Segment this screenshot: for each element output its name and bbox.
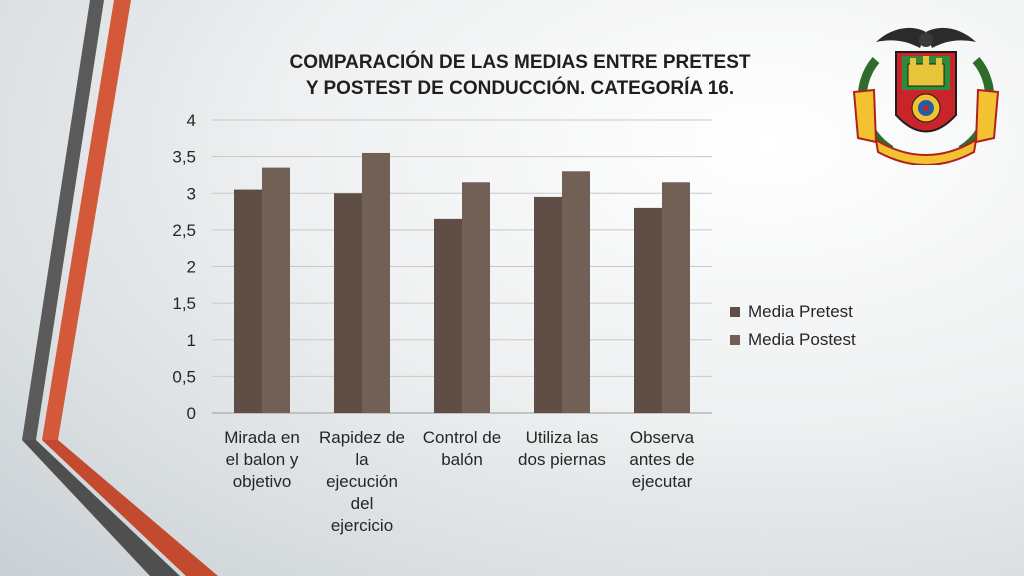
y-tick-label: 4	[187, 111, 196, 130]
chart-title: COMPARACIÓN DE LAS MEDIAS ENTRE PRETEST …	[200, 50, 840, 102]
orange-stripe-upper	[42, 0, 131, 440]
x-category-label-line: ejecución	[326, 472, 398, 491]
x-category-label-line: la	[355, 450, 369, 469]
y-tick-label: 1,5	[172, 294, 196, 313]
y-tick-label: 3,5	[172, 148, 196, 167]
x-category-label-line: ejecutar	[631, 472, 693, 491]
bar-postest	[262, 167, 290, 413]
x-category-label-line: el balon y	[225, 450, 299, 469]
x-category-label: Control de balón	[412, 427, 512, 471]
castle-tower-center	[923, 56, 929, 66]
x-category-label-line: Observa	[629, 428, 695, 447]
bar-pretest	[434, 218, 462, 413]
castle	[907, 63, 945, 87]
legend-item-pretest: Media Pretest	[730, 298, 856, 326]
y-tick-label: 0	[187, 404, 196, 423]
ribbon-bottom	[874, 138, 978, 165]
bar-pretest	[234, 189, 262, 413]
y-tick-label: 2,5	[172, 221, 196, 240]
chart-title-line-2: Y POSTEST DE CONDUCCIÓN. CATEGORÍA 16.	[305, 78, 735, 99]
gray-stripe-upper	[22, 0, 104, 440]
bar-pretest	[534, 196, 562, 413]
x-category-label-line: Mirada en	[224, 428, 300, 447]
eagle-head	[919, 33, 933, 47]
eagle-wing-left	[876, 27, 926, 48]
y-tick-label: 3	[187, 184, 196, 203]
x-category-label: Observa antes de ejecutar	[612, 427, 712, 493]
x-category-label: Mirada en el balon y objetivo	[212, 427, 312, 493]
x-category-label-line: Utiliza las	[525, 428, 599, 447]
y-tick-label: 0,5	[172, 367, 196, 386]
legend-item-postest: Media Postest	[730, 326, 856, 354]
x-category-label-line: Rapidez de	[318, 428, 405, 447]
y-tick-label: 1	[187, 331, 196, 350]
bar-postest	[362, 152, 390, 413]
legend-swatch-postest	[730, 335, 740, 345]
x-category-label: Utiliza las dos piernas	[512, 427, 612, 471]
bar-postest	[662, 182, 690, 413]
shield-target-center	[923, 105, 929, 111]
legend-swatch-pretest	[730, 307, 740, 317]
ribbon-right	[974, 88, 1000, 144]
x-category-label-line: objetivo	[232, 472, 292, 491]
bar-postest	[562, 171, 590, 413]
castle-tower-left	[910, 58, 916, 66]
orange-stripe-lower	[42, 440, 218, 576]
chart-legend: Media Pretest Media Postest	[730, 298, 856, 354]
y-tick-label: 2	[187, 258, 196, 277]
x-category-label-line: del	[350, 494, 374, 513]
x-category-label-line: balón	[441, 450, 483, 469]
gray-stripe-lower	[22, 440, 180, 576]
legend-label-postest: Media Postest	[748, 330, 856, 349]
ribbon-left	[852, 88, 878, 144]
institution-coat-of-arms-icon	[852, 27, 1000, 165]
x-category-label-line: Control de	[422, 428, 502, 447]
x-category-label-line: dos piernas	[518, 450, 606, 469]
bar-pretest	[634, 207, 662, 413]
bar-pretest	[334, 193, 362, 413]
eagle-wing-right	[926, 27, 976, 48]
chart-title-line-1: COMPARACIÓN DE LAS MEDIAS ENTRE PRETEST	[289, 52, 751, 73]
castle-tower-right	[936, 58, 942, 66]
x-category-label: Rapidez de la ejecución del ejercicio	[312, 427, 412, 537]
bar-postest	[462, 182, 490, 413]
x-category-label-line: ejercicio	[330, 516, 394, 535]
legend-label-pretest: Media Pretest	[748, 302, 853, 321]
x-category-label-line: antes de	[629, 450, 695, 469]
